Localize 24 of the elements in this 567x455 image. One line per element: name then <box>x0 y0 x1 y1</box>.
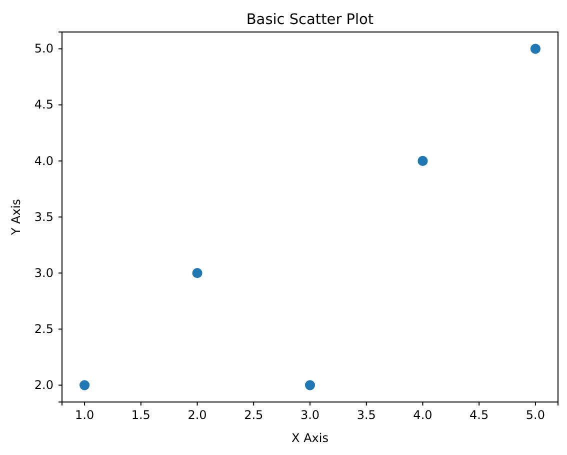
x-axis-title: X Axis <box>292 431 328 445</box>
y-tick-label: 4.0 <box>34 154 54 168</box>
x-tick-label: 2.0 <box>188 408 207 422</box>
x-tick-label: 2.5 <box>244 408 264 422</box>
x-tick-label: 3.0 <box>300 408 320 422</box>
y-axis-title: Y Axis <box>9 198 23 236</box>
y-tick-label: 3.0 <box>34 266 54 280</box>
x-tick-label: 3.5 <box>356 408 376 422</box>
point <box>418 156 428 166</box>
x-tick-label: 4.0 <box>413 408 432 422</box>
y-tick-label: 5.0 <box>34 42 54 56</box>
x-tick-label: 1.5 <box>131 408 150 422</box>
x-tick-label: 4.5 <box>470 408 489 422</box>
point <box>304 380 316 390</box>
x-tick-label: 1.0 <box>75 408 94 422</box>
y-tick-label: 3.5 <box>34 210 54 224</box>
point <box>80 380 90 390</box>
point <box>530 44 540 54</box>
x-tick-label: 5.0 <box>526 408 545 422</box>
y-tick-label: 2.5 <box>34 322 54 336</box>
y-tick-label: 4.5 <box>34 98 54 112</box>
chart-title: Basic Scatter Plot <box>246 12 374 28</box>
y-tick-label: 2.0 <box>34 378 54 392</box>
point <box>192 268 202 278</box>
